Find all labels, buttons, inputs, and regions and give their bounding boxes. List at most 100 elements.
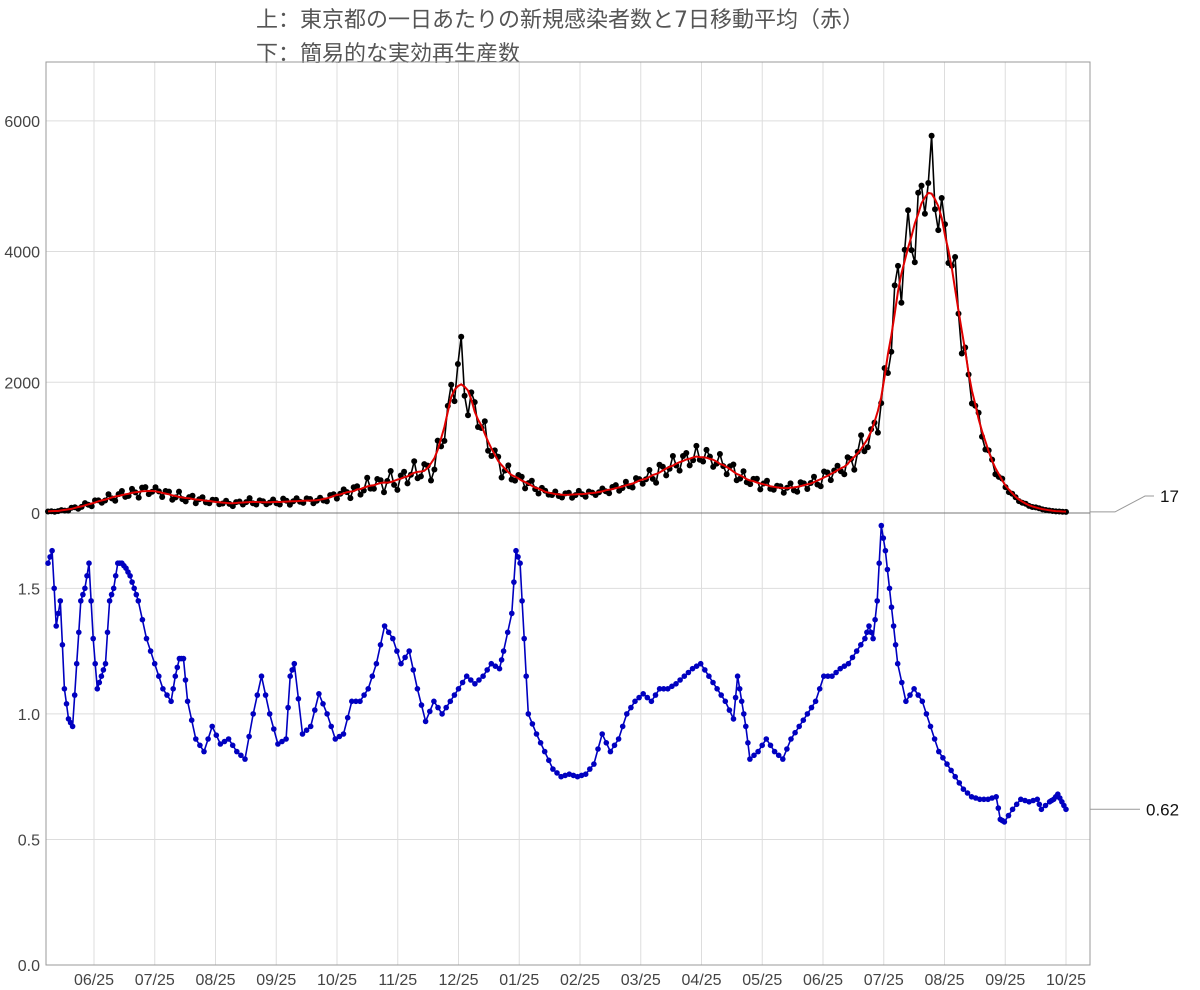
cases-point: [730, 461, 737, 468]
rt-point: [92, 660, 98, 667]
rt-point: [884, 566, 891, 573]
rt-point: [112, 573, 119, 579]
rt-point: [587, 766, 593, 772]
cases-point: [851, 466, 858, 473]
rt-point: [174, 664, 181, 671]
cases-point: [918, 182, 925, 189]
rt-point: [504, 629, 511, 636]
rt-point: [862, 635, 868, 642]
rt-point: [135, 598, 142, 604]
rt-point: [455, 686, 462, 692]
cases-point: [512, 477, 518, 484]
rt-point: [266, 711, 273, 717]
rt-point: [853, 648, 860, 654]
rt-point: [238, 752, 244, 759]
y-tick-label-bottom: 0.5: [18, 832, 40, 849]
rt-point: [648, 698, 655, 705]
cases-point: [481, 418, 488, 425]
rt-point: [529, 721, 536, 727]
rt-point: [84, 573, 90, 579]
rt-point: [775, 752, 782, 759]
rt-point: [915, 692, 921, 698]
rt-point: [738, 698, 745, 705]
rt-point: [1042, 802, 1049, 809]
rt-point: [246, 733, 252, 740]
rt-point: [697, 660, 704, 667]
rt-point: [431, 698, 437, 705]
rt-point: [591, 761, 597, 767]
rt-point: [80, 591, 86, 598]
x-tick-label: 07/25: [135, 972, 175, 989]
cases-point: [935, 227, 942, 234]
rt-point: [519, 598, 525, 604]
rt-point: [418, 702, 425, 708]
rt-point: [53, 623, 59, 629]
rt-point: [882, 547, 889, 554]
rt-point: [845, 660, 852, 667]
cases-point: [135, 494, 142, 501]
rt-point: [993, 794, 999, 800]
rt-point: [759, 742, 765, 749]
y-tick-label-bottom: 1.5: [18, 581, 40, 598]
rt-point: [741, 711, 747, 717]
rt-point: [636, 694, 642, 701]
cases-point: [323, 498, 330, 505]
rt-point: [886, 585, 893, 592]
cases-point: [354, 483, 361, 490]
cases-point: [357, 491, 364, 498]
cases-point: [905, 207, 912, 214]
rt-point: [480, 673, 486, 679]
cases-point: [925, 180, 932, 186]
rt-point: [285, 704, 291, 711]
rt-point: [755, 748, 761, 755]
cases-point: [411, 458, 418, 465]
rt-point: [164, 692, 170, 698]
x-tick-label: 09/25: [985, 972, 1025, 989]
rt-point: [307, 723, 314, 730]
rt-point: [182, 677, 189, 683]
cases-point: [176, 488, 182, 495]
rt-point: [615, 736, 622, 742]
rt-point: [377, 642, 384, 648]
rt-point: [521, 635, 527, 642]
rt-point: [275, 741, 281, 747]
x-tick-label: 11/25: [378, 972, 417, 989]
y-tick-label-top: 2000: [4, 375, 40, 392]
cases-point: [381, 489, 387, 496]
cases-point: [841, 471, 848, 478]
cases-point: [192, 500, 199, 507]
rt-point: [242, 756, 248, 762]
rt-point: [864, 629, 870, 636]
rt-point: [685, 669, 692, 676]
rt-point: [205, 736, 211, 742]
cases-point: [663, 472, 670, 479]
cases-point: [488, 453, 495, 459]
rt-point: [217, 741, 224, 747]
rt-point: [607, 748, 614, 755]
cases-point: [716, 451, 723, 457]
rt-point: [554, 770, 560, 776]
cases-point: [451, 398, 458, 405]
cases-point: [431, 466, 438, 473]
rt-point: [381, 623, 388, 629]
rt-point: [632, 698, 638, 705]
rt-point: [90, 635, 96, 642]
cases-point: [612, 482, 619, 489]
rt-point: [283, 736, 289, 742]
moving-average-line: [47, 191, 1067, 513]
rt-point: [874, 598, 880, 604]
rt-point: [443, 704, 450, 711]
rt-point: [734, 673, 741, 679]
rt-point: [763, 736, 770, 742]
rt-point: [82, 585, 88, 592]
rt-point: [131, 585, 137, 592]
rt-point: [796, 723, 802, 730]
rt-point: [952, 773, 958, 780]
cases-point: [118, 488, 125, 494]
rt-point: [513, 547, 519, 554]
cases-point: [448, 381, 455, 388]
cases-point: [884, 370, 891, 376]
cases-point: [676, 467, 683, 474]
x-tick-label: 07/25: [864, 972, 904, 989]
rt-point: [225, 736, 232, 742]
